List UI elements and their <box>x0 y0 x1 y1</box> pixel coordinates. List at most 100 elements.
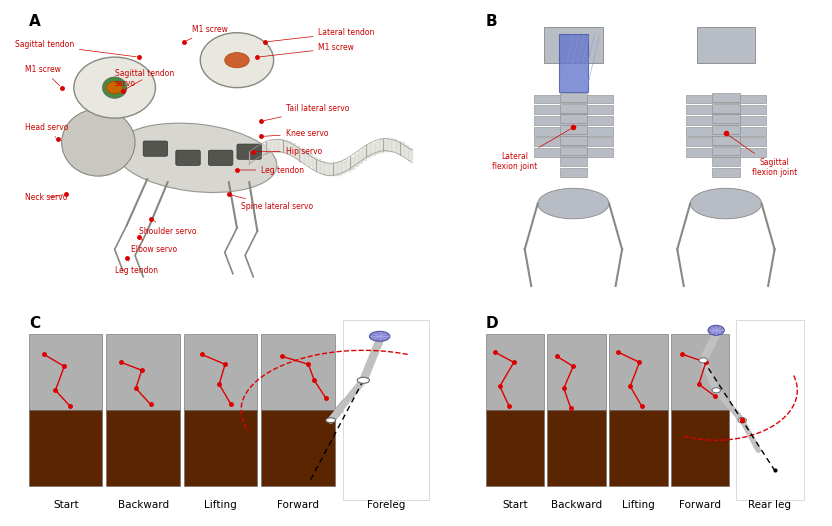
Ellipse shape <box>225 53 250 68</box>
Ellipse shape <box>691 188 761 219</box>
FancyBboxPatch shape <box>696 27 755 63</box>
FancyBboxPatch shape <box>560 125 587 134</box>
Text: Foreleg: Foreleg <box>367 500 405 510</box>
FancyBboxPatch shape <box>547 335 606 410</box>
FancyBboxPatch shape <box>486 410 544 486</box>
Ellipse shape <box>102 77 126 98</box>
Text: A: A <box>29 14 41 29</box>
FancyBboxPatch shape <box>686 127 765 136</box>
Circle shape <box>74 57 156 118</box>
FancyBboxPatch shape <box>547 410 606 486</box>
FancyBboxPatch shape <box>534 95 613 104</box>
Text: Start: Start <box>503 500 527 510</box>
FancyBboxPatch shape <box>534 137 613 146</box>
Text: D: D <box>486 316 498 331</box>
FancyBboxPatch shape <box>534 105 613 114</box>
Text: Knee servo: Knee servo <box>265 129 329 138</box>
Text: B: B <box>486 14 498 29</box>
Circle shape <box>201 33 274 88</box>
FancyBboxPatch shape <box>686 148 765 157</box>
Text: Start: Start <box>53 500 78 510</box>
Text: M1 screw: M1 screw <box>260 44 354 57</box>
FancyBboxPatch shape <box>609 335 667 410</box>
FancyBboxPatch shape <box>560 104 587 113</box>
Text: Neck servo: Neck servo <box>25 193 67 202</box>
FancyBboxPatch shape <box>560 168 587 177</box>
FancyBboxPatch shape <box>176 150 201 165</box>
Text: C: C <box>29 316 40 331</box>
FancyBboxPatch shape <box>735 320 804 500</box>
FancyBboxPatch shape <box>559 34 588 92</box>
FancyBboxPatch shape <box>712 136 740 145</box>
Text: Forward: Forward <box>277 500 319 510</box>
FancyBboxPatch shape <box>560 147 587 155</box>
Text: Lateral
flexion joint: Lateral flexion joint <box>493 129 571 171</box>
Text: Backward: Backward <box>117 500 169 510</box>
FancyBboxPatch shape <box>560 157 587 166</box>
FancyBboxPatch shape <box>261 410 334 486</box>
FancyBboxPatch shape <box>712 125 740 134</box>
FancyBboxPatch shape <box>261 335 334 410</box>
FancyBboxPatch shape <box>29 335 102 410</box>
FancyBboxPatch shape <box>184 335 257 410</box>
FancyBboxPatch shape <box>534 116 613 125</box>
Text: Lifting: Lifting <box>622 500 655 510</box>
Text: Lifting: Lifting <box>205 500 237 510</box>
FancyBboxPatch shape <box>560 93 587 102</box>
Text: Lateral tendon: Lateral tendon <box>268 28 375 42</box>
FancyBboxPatch shape <box>712 147 740 155</box>
Text: Sagittal tendon
servo: Sagittal tendon servo <box>115 69 174 89</box>
Text: Leg tendon: Leg tendon <box>115 261 157 275</box>
Text: Sagittal
flexion joint: Sagittal flexion joint <box>728 135 797 177</box>
FancyBboxPatch shape <box>237 144 261 159</box>
FancyBboxPatch shape <box>712 157 740 166</box>
Text: Rear leg: Rear leg <box>748 500 791 510</box>
FancyBboxPatch shape <box>544 27 602 63</box>
FancyBboxPatch shape <box>671 335 729 410</box>
Text: Elbow servo: Elbow servo <box>131 239 177 254</box>
Circle shape <box>326 418 335 423</box>
FancyBboxPatch shape <box>686 137 765 146</box>
Text: Shoulder servo: Shoulder servo <box>139 220 196 236</box>
FancyBboxPatch shape <box>712 168 740 177</box>
Text: M1 screw: M1 screw <box>25 65 61 86</box>
FancyBboxPatch shape <box>143 141 168 156</box>
FancyBboxPatch shape <box>560 136 587 145</box>
Circle shape <box>369 331 390 341</box>
Ellipse shape <box>106 82 123 94</box>
Circle shape <box>708 325 725 336</box>
FancyBboxPatch shape <box>712 115 740 123</box>
Circle shape <box>738 418 746 423</box>
Text: Tail lateral servo: Tail lateral servo <box>264 105 349 120</box>
FancyBboxPatch shape <box>712 93 740 102</box>
FancyBboxPatch shape <box>671 410 729 486</box>
FancyBboxPatch shape <box>686 105 765 114</box>
Text: Head servo: Head servo <box>25 123 68 137</box>
Text: Spine lateral servo: Spine lateral servo <box>231 195 313 211</box>
FancyBboxPatch shape <box>609 410 667 486</box>
FancyBboxPatch shape <box>29 410 102 486</box>
FancyBboxPatch shape <box>208 150 233 165</box>
FancyBboxPatch shape <box>712 104 740 113</box>
Circle shape <box>699 358 707 363</box>
Text: Forward: Forward <box>679 500 721 510</box>
Text: Sagittal tendon: Sagittal tendon <box>15 41 136 57</box>
Text: Backward: Backward <box>551 500 602 510</box>
FancyBboxPatch shape <box>534 148 613 157</box>
Circle shape <box>712 388 721 393</box>
FancyBboxPatch shape <box>686 95 765 104</box>
FancyBboxPatch shape <box>343 320 428 500</box>
FancyBboxPatch shape <box>686 116 765 125</box>
Text: Leg tendon: Leg tendon <box>240 166 305 175</box>
FancyBboxPatch shape <box>184 410 257 486</box>
FancyBboxPatch shape <box>560 115 587 123</box>
Text: M1 screw: M1 screw <box>186 25 228 41</box>
Circle shape <box>357 377 369 383</box>
FancyBboxPatch shape <box>106 335 180 410</box>
Ellipse shape <box>537 188 609 219</box>
FancyBboxPatch shape <box>534 127 613 136</box>
FancyBboxPatch shape <box>486 335 544 410</box>
Ellipse shape <box>62 109 135 176</box>
FancyBboxPatch shape <box>106 410 180 486</box>
Text: Hip servo: Hip servo <box>256 147 322 156</box>
